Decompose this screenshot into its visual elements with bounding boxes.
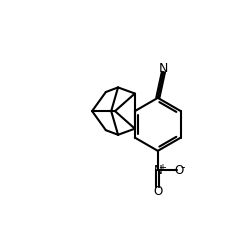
Text: N: N [154,164,162,177]
Text: O: O [153,184,162,198]
Text: +: + [158,162,166,172]
Text: -: - [180,161,185,174]
Text: O: O [174,164,183,177]
Text: N: N [159,62,169,75]
